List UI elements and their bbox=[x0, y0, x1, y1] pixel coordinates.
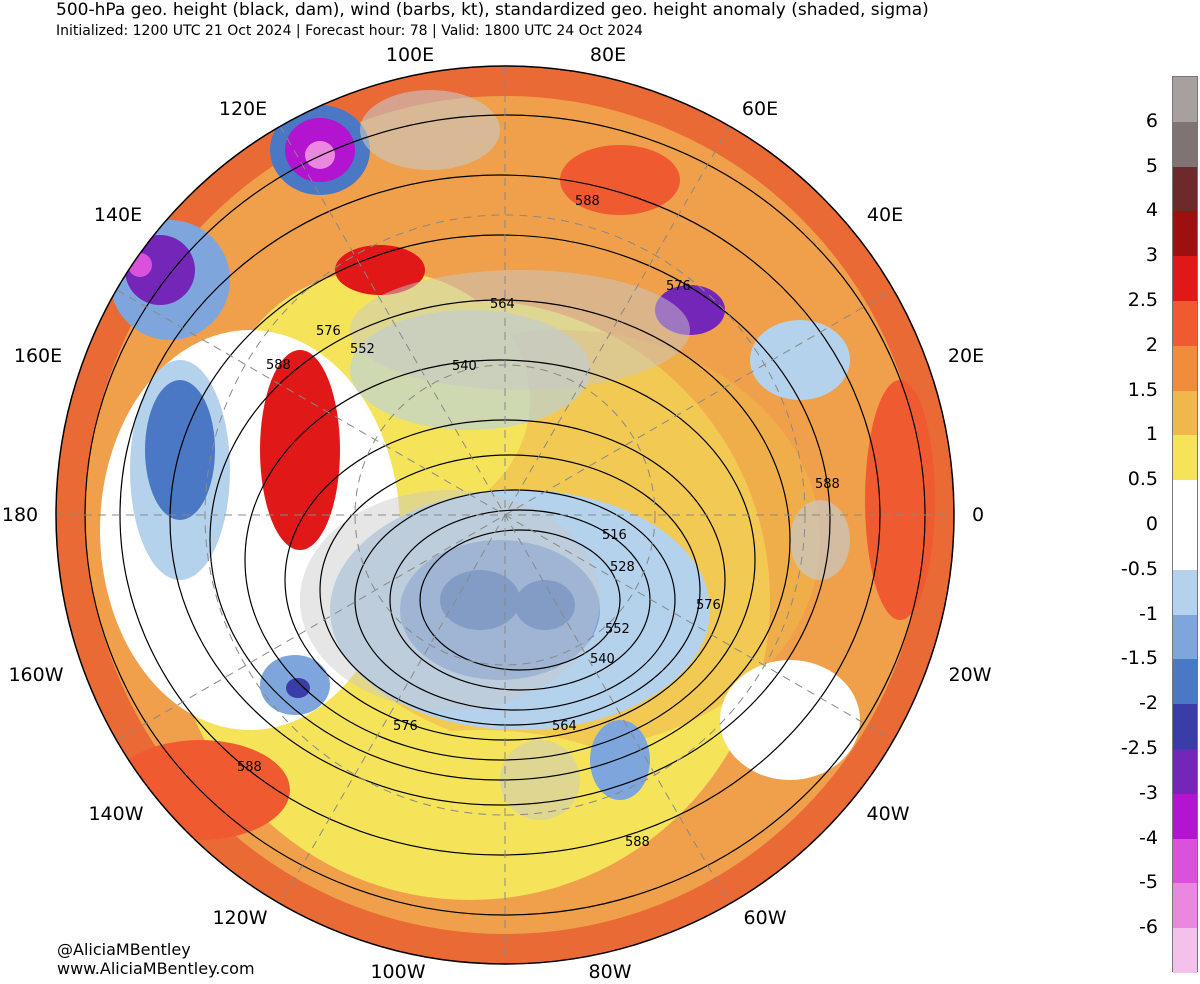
legend-tick-label: -2 bbox=[1139, 692, 1158, 715]
contour-label: 588 bbox=[237, 760, 262, 775]
lon-label-60e: 60E bbox=[741, 98, 779, 120]
legend-swatch bbox=[1173, 838, 1197, 884]
legend-swatch bbox=[1173, 480, 1197, 526]
contour-label: 540 bbox=[590, 652, 615, 667]
legend-swatch bbox=[1173, 793, 1197, 840]
lon-label-40w: 40W bbox=[866, 803, 910, 825]
contour-label: 576 bbox=[696, 598, 721, 613]
lon-label-60w: 60W bbox=[743, 907, 787, 929]
lon-label-100e: 100E bbox=[385, 44, 435, 66]
legend-swatch bbox=[1173, 704, 1197, 750]
legend-swatch bbox=[1173, 301, 1197, 347]
contour-label: 516 bbox=[602, 528, 627, 543]
legend-swatch bbox=[1173, 256, 1197, 302]
lon-label-80w: 80W bbox=[588, 961, 632, 983]
lon-label-100w: 100W bbox=[370, 961, 426, 983]
legend-tick-label: 5 bbox=[1145, 154, 1158, 177]
lon-label-160w: 160W bbox=[8, 664, 64, 686]
lon-label-40e: 40E bbox=[866, 204, 904, 226]
graticule bbox=[56, 66, 954, 964]
contour-label: 576 bbox=[393, 719, 418, 734]
lon-label-20e: 20E bbox=[947, 345, 985, 367]
contour-label: 588 bbox=[575, 194, 600, 209]
lon-label-20w: 20W bbox=[948, 664, 992, 686]
legend-swatch bbox=[1173, 390, 1197, 436]
legend-swatch bbox=[1173, 121, 1197, 168]
legend-tick-label: 1.5 bbox=[1127, 378, 1158, 401]
lon-label-120e: 120E bbox=[218, 98, 268, 120]
legend-tick-label: 6 bbox=[1145, 109, 1158, 132]
legend-swatch bbox=[1173, 659, 1197, 705]
lon-label-140e: 140E bbox=[93, 204, 143, 226]
contour-label: 564 bbox=[490, 297, 515, 312]
legend-tick-label: 2 bbox=[1145, 333, 1158, 356]
legend-swatch bbox=[1173, 749, 1197, 795]
legend-swatch bbox=[1173, 435, 1197, 481]
lon-label-160e: 160E bbox=[13, 345, 63, 367]
legend-tick-label: -5 bbox=[1139, 871, 1158, 894]
contour-label: 564 bbox=[552, 719, 577, 734]
credit-handle: @AliciaMBentley bbox=[57, 940, 191, 959]
map-boundary bbox=[55, 65, 955, 965]
legend-tick-label: -6 bbox=[1139, 916, 1158, 939]
contour-label: 588 bbox=[815, 477, 840, 492]
contour-label: 576 bbox=[316, 324, 341, 339]
legend-tick-label: -0.5 bbox=[1120, 557, 1158, 580]
legend-swatch bbox=[1173, 614, 1197, 660]
legend-swatch bbox=[1173, 211, 1197, 257]
legend-swatch bbox=[1173, 77, 1197, 123]
legend-tick-label: -1 bbox=[1139, 602, 1158, 625]
legend-swatch bbox=[1173, 166, 1197, 212]
legend-tick-label: 0.5 bbox=[1127, 468, 1158, 491]
legend-tick-label: 1 bbox=[1145, 423, 1158, 446]
contour-label-group: 588 576 564 576 552 540 588 588 516 528 … bbox=[237, 194, 840, 850]
contour-label: 552 bbox=[605, 622, 630, 637]
legend-tick-label: 0 bbox=[1145, 513, 1158, 535]
lon-label-80e: 80E bbox=[589, 44, 627, 66]
legend-tick-label: -2.5 bbox=[1120, 737, 1158, 759]
lon-label-0: 0 bbox=[971, 504, 985, 526]
legend-tick-label: 3 bbox=[1145, 244, 1158, 267]
contour-label: 552 bbox=[350, 342, 375, 357]
lon-label-140w: 140W bbox=[88, 803, 144, 825]
legend-tick-label: -4 bbox=[1139, 826, 1158, 849]
map-subtitle: Initialized: 1200 UTC 21 Oct 2024 | Fore… bbox=[56, 23, 643, 39]
legend-swatch bbox=[1173, 525, 1197, 571]
legend-tick-label: -1.5 bbox=[1120, 647, 1158, 670]
credit-website: www.AliciaMBentley.com bbox=[57, 959, 255, 978]
legend-swatch bbox=[1173, 569, 1197, 616]
legend-tick-label: -3 bbox=[1139, 781, 1158, 804]
lon-label-180: 180 bbox=[1, 504, 39, 526]
contour-label: 588 bbox=[625, 835, 650, 850]
map-title: 500-hPa geo. height (black, dam), wind (… bbox=[56, 0, 929, 20]
color-legend bbox=[1172, 76, 1198, 974]
legend-tick-label: 4 bbox=[1145, 199, 1158, 222]
contour-label: 540 bbox=[452, 359, 477, 374]
contour-label: 576 bbox=[666, 279, 691, 294]
contour-label: 528 bbox=[610, 560, 635, 575]
contour-label: 588 bbox=[266, 358, 291, 373]
legend-swatch bbox=[1173, 928, 1197, 974]
legend-tick-label: 2.5 bbox=[1127, 289, 1158, 311]
legend-swatch bbox=[1173, 883, 1197, 929]
lon-label-120w: 120W bbox=[212, 907, 268, 929]
legend-swatch bbox=[1173, 345, 1197, 392]
